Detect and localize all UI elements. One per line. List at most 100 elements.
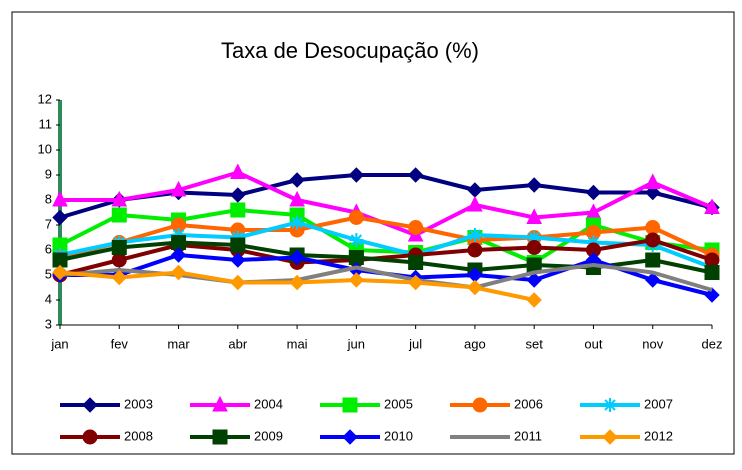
chart-title: Taxa de Desocupação (%) bbox=[221, 38, 479, 63]
x-tick-label: jan bbox=[50, 336, 68, 351]
y-tick-label: 9 bbox=[45, 166, 52, 181]
y-tick-label: 5 bbox=[45, 266, 52, 281]
point bbox=[407, 274, 424, 291]
point bbox=[526, 240, 542, 255]
legend-label: 2012 bbox=[644, 428, 673, 443]
point bbox=[704, 287, 720, 303]
point bbox=[526, 292, 542, 308]
y-tick-label: 8 bbox=[45, 191, 52, 206]
point bbox=[348, 272, 365, 288]
point bbox=[170, 247, 187, 263]
point bbox=[526, 177, 542, 193]
point bbox=[52, 190, 68, 207]
legend-marker bbox=[212, 395, 228, 412]
legend-marker bbox=[603, 398, 617, 412]
x-tick-label: fev bbox=[111, 336, 129, 351]
y-tick-label: 7 bbox=[45, 216, 52, 231]
point bbox=[230, 252, 246, 268]
point bbox=[52, 264, 68, 281]
x-tick-label: nov bbox=[642, 336, 663, 351]
point bbox=[408, 255, 424, 270]
y-tick-label: 10 bbox=[38, 141, 52, 156]
point bbox=[230, 202, 246, 218]
point bbox=[349, 233, 364, 247]
x-tick-label: jul bbox=[408, 336, 422, 351]
series-line bbox=[59, 208, 713, 265]
point bbox=[645, 220, 661, 235]
legend-marker bbox=[212, 429, 228, 445]
point bbox=[645, 252, 661, 268]
series-line bbox=[59, 215, 713, 260]
point bbox=[289, 172, 305, 188]
legend-label: 2009 bbox=[254, 428, 283, 443]
point bbox=[111, 240, 127, 255]
point bbox=[348, 167, 365, 183]
x-tick-label: out bbox=[584, 336, 602, 351]
point bbox=[467, 242, 483, 258]
point bbox=[348, 210, 364, 225]
point bbox=[585, 184, 602, 201]
series-line bbox=[59, 173, 713, 220]
point bbox=[289, 274, 305, 291]
legend-marker bbox=[602, 429, 618, 445]
point bbox=[644, 173, 661, 189]
point bbox=[704, 252, 720, 268]
y-tick-label: 11 bbox=[39, 116, 53, 131]
point bbox=[645, 232, 661, 248]
point bbox=[704, 265, 720, 280]
legend-marker bbox=[342, 397, 358, 413]
legend-label: 2011 bbox=[514, 428, 542, 443]
legend-label: 2006 bbox=[514, 396, 543, 411]
legend-label: 2005 bbox=[384, 396, 413, 411]
point bbox=[526, 208, 542, 224]
x-tick-label: mar bbox=[167, 336, 190, 351]
point bbox=[170, 264, 187, 281]
point bbox=[111, 190, 128, 207]
legend-label: 2010 bbox=[384, 428, 413, 443]
point bbox=[289, 249, 305, 266]
point bbox=[704, 198, 720, 214]
point bbox=[645, 272, 661, 288]
point bbox=[111, 269, 127, 286]
point bbox=[527, 230, 542, 245]
x-tick-label: jun bbox=[347, 336, 365, 351]
y-tick-label: 3 bbox=[45, 316, 52, 331]
point bbox=[290, 215, 305, 230]
series-line bbox=[59, 238, 713, 277]
point bbox=[407, 167, 424, 183]
point bbox=[526, 272, 542, 288]
point bbox=[230, 237, 246, 253]
x-tick-label: set bbox=[526, 336, 544, 351]
y-tick-label: 4 bbox=[45, 291, 52, 306]
point bbox=[170, 180, 187, 197]
legend-marker bbox=[82, 397, 98, 413]
point bbox=[111, 252, 127, 268]
x-tick-label: dez bbox=[702, 336, 723, 351]
legend-marker bbox=[342, 429, 358, 445]
point bbox=[52, 209, 68, 226]
legend-marker bbox=[472, 397, 488, 413]
point bbox=[111, 207, 127, 223]
legend-label: 2004 bbox=[254, 396, 283, 411]
x-tick-label: abr bbox=[228, 336, 247, 351]
point bbox=[467, 279, 483, 296]
y-tick-label: 12 bbox=[38, 91, 52, 106]
point bbox=[230, 274, 246, 291]
point bbox=[467, 195, 483, 212]
legend-label: 2007 bbox=[644, 396, 673, 411]
x-tick-label: mai bbox=[287, 336, 308, 351]
legend-marker bbox=[82, 429, 98, 445]
y-tick-label: 6 bbox=[45, 241, 52, 256]
legend-label: 2008 bbox=[124, 428, 153, 443]
point bbox=[586, 235, 601, 250]
point bbox=[230, 187, 246, 203]
series-line bbox=[59, 220, 713, 270]
x-tick-label: ago bbox=[464, 336, 486, 351]
point bbox=[467, 228, 482, 242]
legend-label: 2003 bbox=[124, 396, 153, 411]
point bbox=[408, 220, 424, 235]
point bbox=[289, 190, 305, 207]
point bbox=[230, 163, 246, 179]
